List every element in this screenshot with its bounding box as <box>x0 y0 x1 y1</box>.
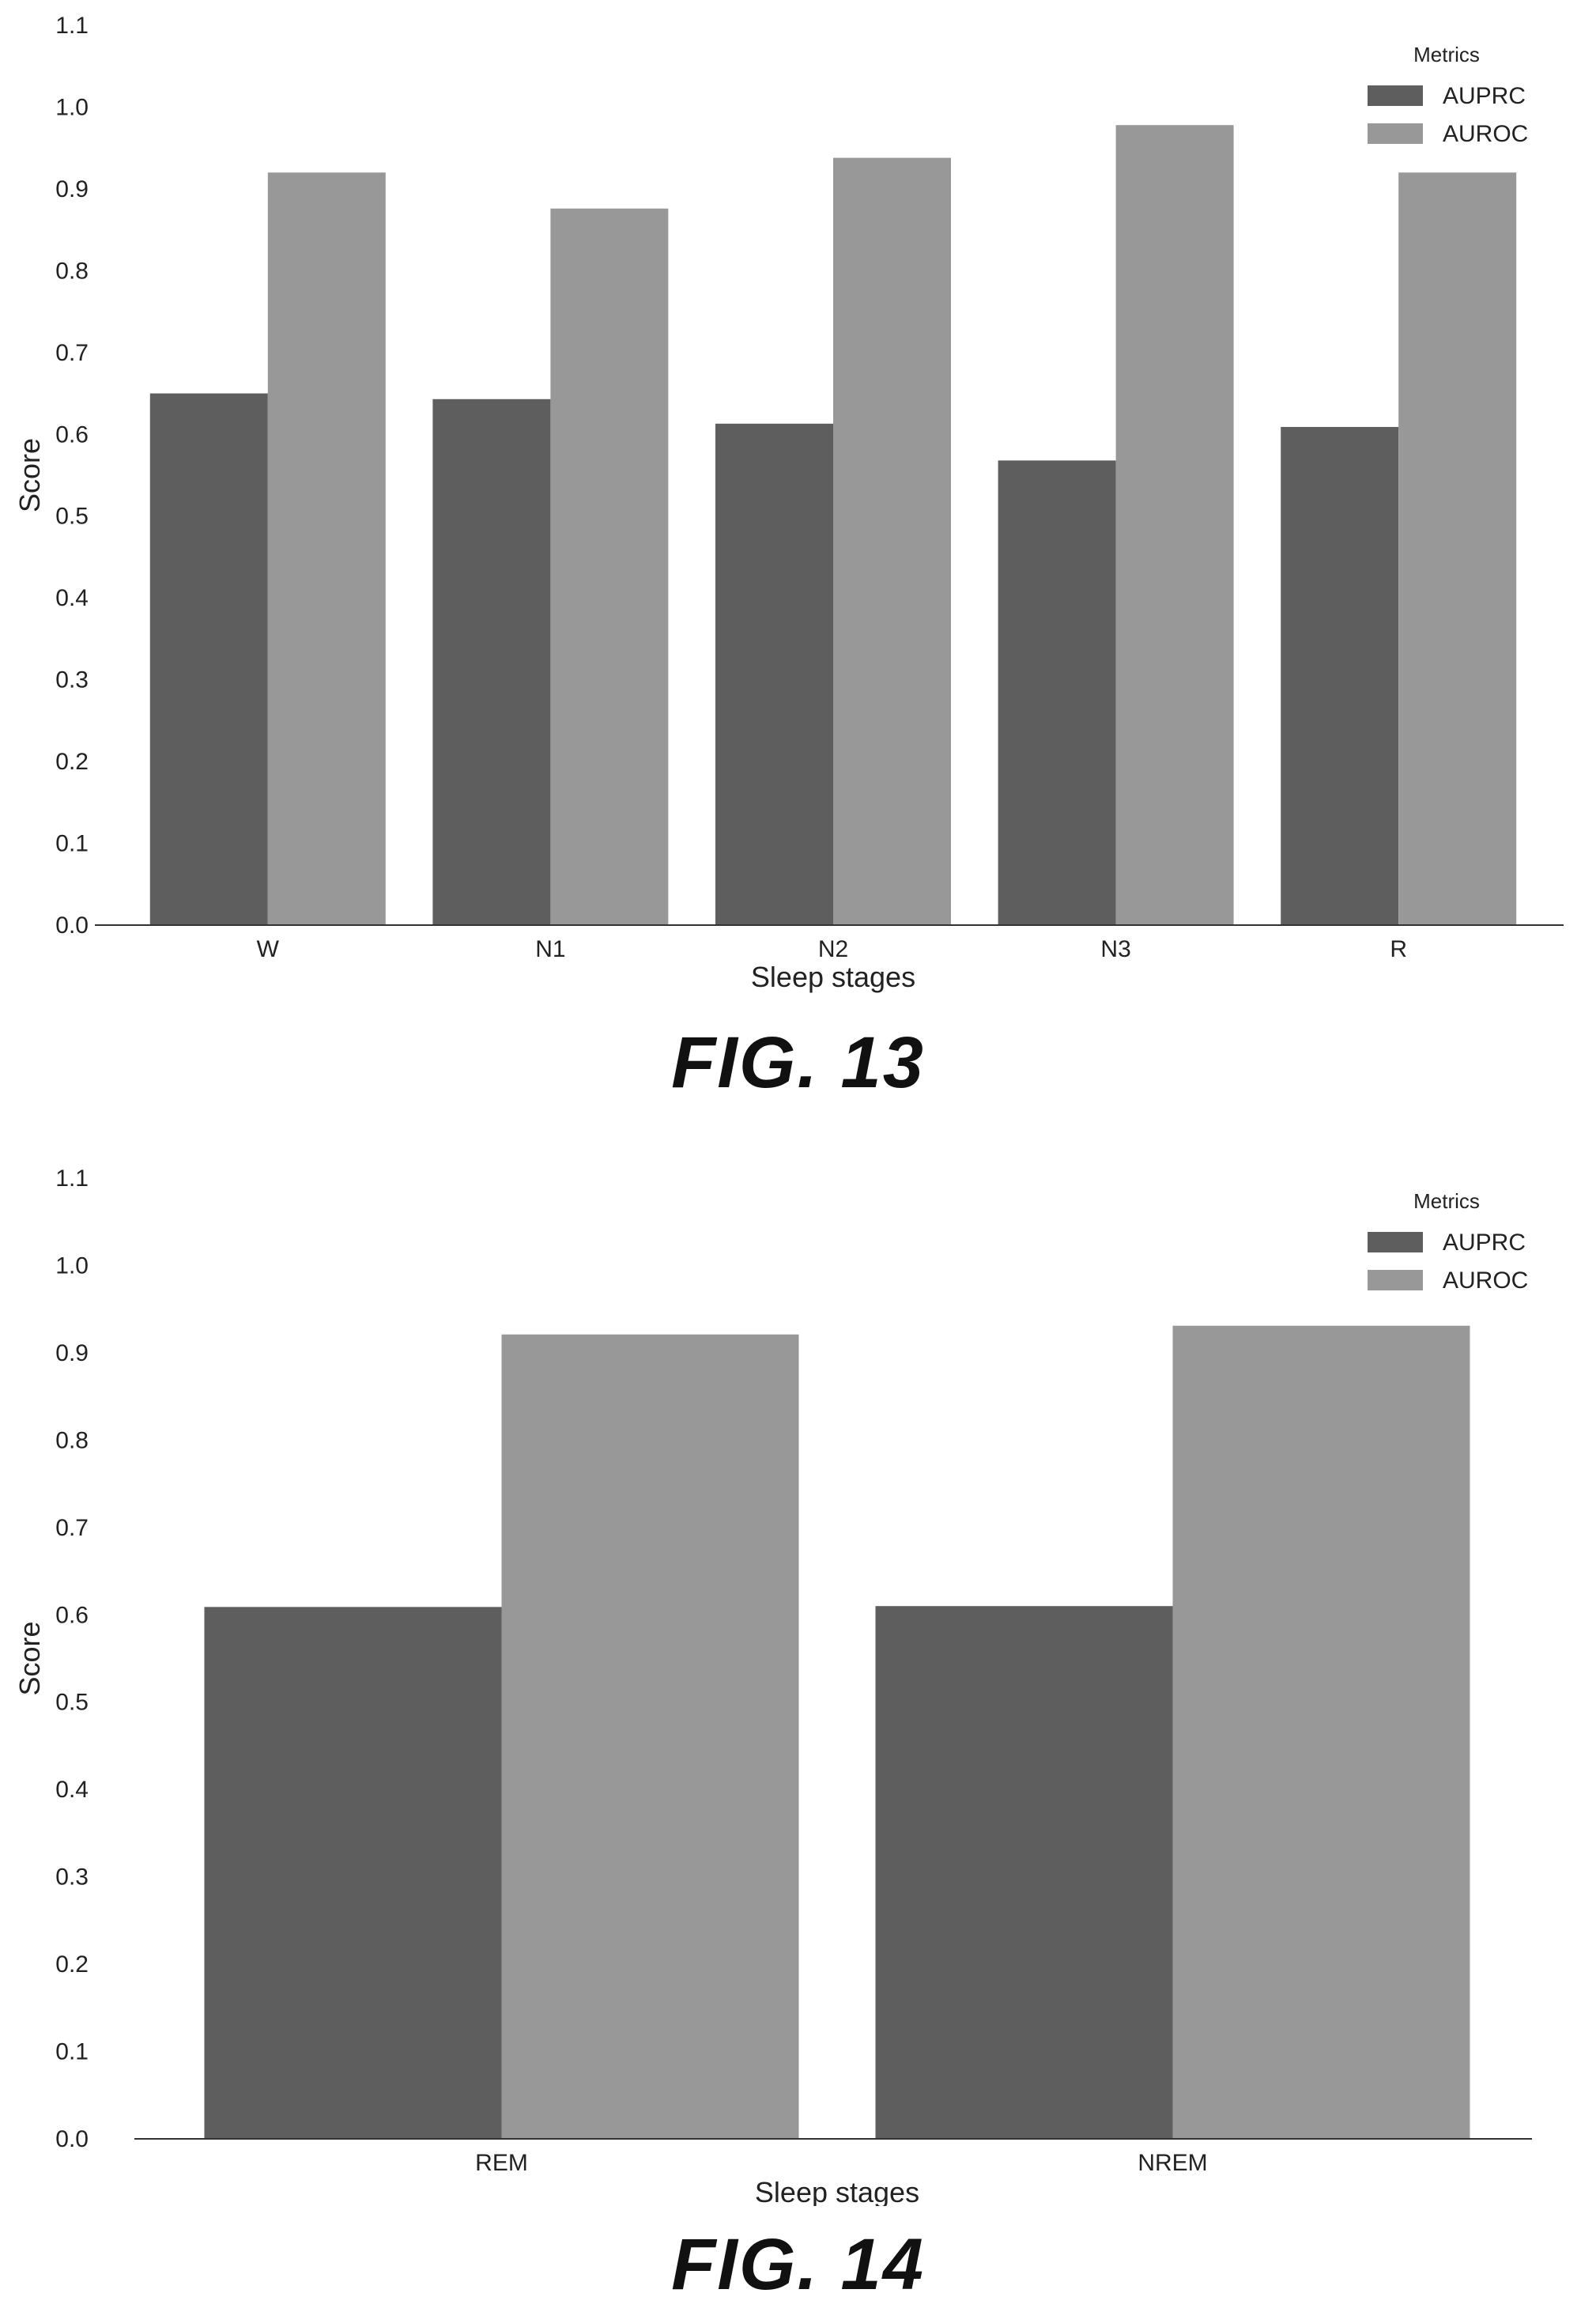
bars <box>204 1325 1470 2139</box>
y-tick-label: 0.8 <box>55 1427 89 1453</box>
y-axis-title: Score <box>13 1621 46 1695</box>
y-tick-label: 0.3 <box>55 1864 89 1891</box>
y-tick-label: 0.1 <box>55 831 89 857</box>
bar-auroc-n3 <box>1115 125 1234 925</box>
y-tick-label: 0.9 <box>55 1340 89 1366</box>
figure-caption-13: FIG. 13 <box>671 1022 925 1103</box>
x-tick-labels: W N1 N2 N3 R <box>257 936 1407 962</box>
x-axis-title: Sleep stages <box>751 961 915 993</box>
x-tick-label: NREM <box>1138 2150 1207 2176</box>
bar-auroc-rem <box>501 1334 799 2139</box>
x-tick-label: W <box>257 936 280 962</box>
y-tick-label: 0.0 <box>55 912 89 939</box>
x-axis-title: Sleep stages <box>755 2176 919 2206</box>
y-axis-title: Score <box>13 438 46 512</box>
y-tick-label: 0.7 <box>55 340 89 366</box>
x-tick-label: REM <box>475 2150 528 2176</box>
legend-label-auprc: AUPRC <box>1443 83 1526 109</box>
bar-auprc-n1 <box>432 399 551 926</box>
figure-caption-14: FIG. 14 <box>671 2224 925 2305</box>
y-tick-label: 0.3 <box>55 667 89 693</box>
bar-auprc-n2 <box>715 423 833 925</box>
y-tick-label: 0.6 <box>55 421 89 448</box>
legend-swatch-auprc <box>1368 1232 1423 1252</box>
y-tick-labels: 0.0 0.1 0.2 0.3 0.4 0.5 0.6 0.7 0.8 0.9 1.0 1.1 <box>55 13 89 939</box>
legend-swatch-auprc <box>1368 85 1423 106</box>
y-tick-label: 0.2 <box>55 749 89 775</box>
x-tick-label: R <box>1390 936 1407 962</box>
legend-label-auprc: AUPRC <box>1443 1230 1526 1256</box>
y-tick-label: 0.5 <box>55 1690 89 1716</box>
bar-chart-fig-13: 0.0 0.1 0.2 0.3 0.4 0.5 0.6 0.7 0.8 0.9 1.0 1.1 W N1… <box>13 13 1564 993</box>
bar-auprc-nrem <box>875 1606 1173 2139</box>
bar-chart-fig-14: 0.0 0.1 0.2 0.3 0.4 0.5 0.6 0.7 0.8 0.9 1.0 1.1 REM… <box>13 1165 1532 2206</box>
legend-swatch-auroc <box>1368 1270 1423 1290</box>
y-tick-label: 0.2 <box>55 1951 89 1978</box>
y-tick-label: 0.4 <box>55 1777 89 1803</box>
bar-auroc-nrem <box>1172 1325 1470 2139</box>
legend-swatch-auroc <box>1368 123 1423 144</box>
y-tick-label: 0.0 <box>55 2126 89 2152</box>
y-tick-label: 0.4 <box>55 585 89 611</box>
y-tick-label: 1.1 <box>55 13 89 39</box>
legend-title: Metrics <box>1413 1189 1480 1213</box>
bar-auprc-r <box>1281 426 1399 925</box>
y-tick-label: 1.0 <box>55 94 89 120</box>
legend-label-auroc: AUROC <box>1443 121 1528 147</box>
x-tick-label: N3 <box>1100 936 1130 962</box>
y-tick-label: 0.7 <box>55 1515 89 1541</box>
y-tick-label: 0.8 <box>55 258 89 284</box>
y-tick-label: 1.0 <box>55 1252 89 1279</box>
bar-auprc-w <box>149 393 268 926</box>
legend-title: Metrics <box>1413 43 1480 66</box>
y-tick-labels: 0.0 0.1 0.2 0.3 0.4 0.5 0.6 0.7 0.8 0.9 1.0 1.1 <box>55 1165 89 2152</box>
y-tick-label: 0.9 <box>55 176 89 202</box>
bar-auroc-n2 <box>833 157 951 925</box>
bar-auprc-rem <box>204 1607 502 2139</box>
x-tick-labels: REM NREM <box>475 2150 1208 2176</box>
bar-auroc-r <box>1398 172 1517 925</box>
y-tick-label: 0.5 <box>55 504 89 530</box>
bar-auroc-n1 <box>550 208 669 926</box>
legend-label-auroc: AUROC <box>1443 1267 1528 1294</box>
y-tick-label: 0.6 <box>55 1602 89 1628</box>
x-tick-label: N2 <box>818 936 848 962</box>
x-tick-label: N1 <box>535 936 565 962</box>
bar-auprc-n3 <box>998 460 1116 925</box>
legend: Metrics AUPRC AUROC <box>1368 43 1528 147</box>
y-tick-label: 0.1 <box>55 2039 89 2065</box>
bar-auroc-w <box>267 172 386 925</box>
y-tick-label: 1.1 <box>55 1165 89 1192</box>
legend: Metrics AUPRC AUROC <box>1368 1189 1528 1294</box>
bars <box>149 125 1517 926</box>
